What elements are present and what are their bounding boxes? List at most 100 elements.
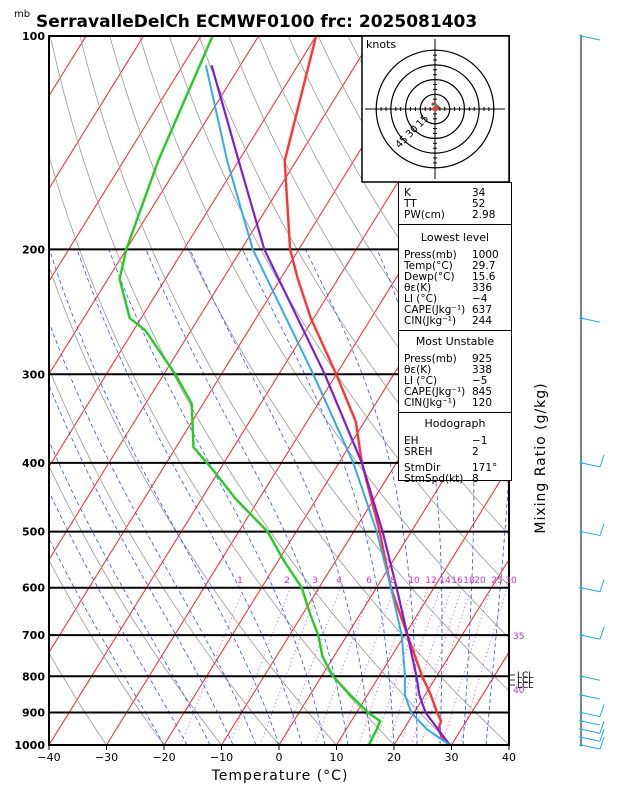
index-row: EH −1 [404,435,488,447]
chart-title: SerravalleDelCh ECMWF0100 frc: 202508140… [36,12,477,32]
wind-barb-shaft [580,634,601,640]
hodograph-units: knots [366,38,396,51]
mixing-ratio-label: 4 [336,576,342,586]
temperature-tick-label: 10 [330,751,344,764]
mixing-ratio-label: 3 [312,576,318,586]
index-row: θε(K) 338 [404,364,493,376]
isotherm-line [49,36,375,561]
mixing-ratio-label: 6 [366,576,372,586]
index-row: StmSpd(kt) 8 [404,473,479,485]
wind-barb-shaft [580,736,601,742]
index-row: StmDir 171° [404,462,498,474]
index-row: LI (°C) −4 [404,293,488,305]
mixing-ratio-label: 14 [439,576,451,586]
index-row: CIN(Jkg⁻¹) 120 [404,397,493,409]
index-row: LI (°C) −5 [404,375,488,387]
wind-barbs [579,34,605,750]
wind-barb-flag [599,729,605,742]
wind-barb-flag [599,721,605,734]
storm-motion-marker [432,106,438,112]
dry-adiabat-line [79,36,509,745]
mixing-ratio-line [420,587,472,745]
dry-adiabat-line [556,36,618,745]
wind-barb-shaft [580,744,601,750]
mixing-ratio-label: 12 [425,576,436,586]
index-row: θε(K) 336 [404,282,493,294]
mixing-ratio-label: 10 [408,576,420,586]
pressure-tick-label: 600 [22,582,45,595]
isotherm-line [508,744,509,745]
index-row: Dewp(°C) 15.6 [404,271,496,283]
temperature-tick-label: −10 [210,751,233,764]
mixing-ratio-label: 25 [491,576,502,586]
mixing-ratio-label: 1 [237,576,243,586]
indices-panel: K 34 TT 52 PW(cm) 2.98 Lowest level Press(m… [398,182,512,485]
mixing-ratio-label: 30 [505,576,517,586]
moist-adiabat-line [242,249,395,745]
temperature-tick-label: 0 [276,751,283,764]
wind-barb-shaft [580,712,601,718]
dry-adiabat-line [228,36,509,485]
index-row: Press(mb) 925 [404,353,493,365]
mixing-ratio-label: 18 [463,576,475,586]
moist-adiabat-line [49,490,188,745]
temperature-tick-label: −30 [95,751,118,764]
temperature-curve [283,36,451,745]
wind-barb-shaft [580,728,601,734]
index-row: CAPE(Jkg⁻¹) 637 [404,304,493,316]
wind-barb-flag [599,627,605,640]
pressure-unit-label: mb [14,9,30,20]
index-row: Press(mb) 1000 [404,249,499,261]
dry-adiabat-line [49,265,337,745]
isotherm-line [49,36,202,283]
temperature-tick-label: 40 [502,751,516,764]
mixing-ratio-label: 20 [474,576,486,586]
wind-barb-shaft [580,531,601,537]
lcl-label: LCL [517,681,533,691]
isotherm-line [393,558,509,745]
pressure-tick-label: 300 [22,368,45,381]
pressure-tick-label: 700 [22,629,45,642]
isotherm-line [49,36,145,190]
wind-barb-shaft [580,35,601,41]
moist-adiabat-line [189,249,372,745]
dry-adiabat-line [49,652,107,745]
wind-barb-shaft [580,675,601,681]
moist-adiabat-line [49,249,280,745]
pressure-tick-label: 900 [22,707,45,720]
isotherm-line [49,36,432,654]
temperature-tick-label: 20 [387,751,401,764]
moist-adiabat-line [49,537,165,745]
wind-barb-shaft [580,720,601,726]
mixing-ratio-label: 16 [451,576,463,586]
wind-barb-flag [599,579,605,592]
mixing-ratio-label: 8 [390,576,396,586]
index-row: SREH 2 [404,446,479,458]
dry-adiabat-line [168,36,509,587]
dry-adiabat-line [49,367,280,745]
temperature-tick-label: −20 [152,751,175,764]
dry-adiabat-line [49,154,395,745]
wind-barb-flag [599,736,605,750]
wind-barb-shaft [580,694,601,700]
index-row: Temp(°C) 29.7 [404,260,496,272]
pressure-tick-label: 500 [22,526,45,539]
wetbulb-curve [204,65,451,745]
pressure-tick-label: 100 [22,30,45,43]
mixing-ratio-line [229,587,291,745]
theta-label: 40 [513,686,525,696]
hodograph-point [434,103,438,107]
temperature-tick-label: 30 [445,751,459,764]
theta-label: 35 [513,632,524,642]
mixing-ratio-label: 2 [284,576,290,586]
dry-adiabat-line [139,36,509,639]
dry-adiabat-line [109,36,509,692]
hodograph-point [431,102,435,106]
dry-adiabat-line [49,36,452,745]
moist-adiabat-line [49,440,211,745]
isotherm-line [49,36,260,375]
isotherm-line [49,36,317,468]
wind-barb-shaft [580,317,601,323]
mixing-ratio-line [400,587,453,745]
